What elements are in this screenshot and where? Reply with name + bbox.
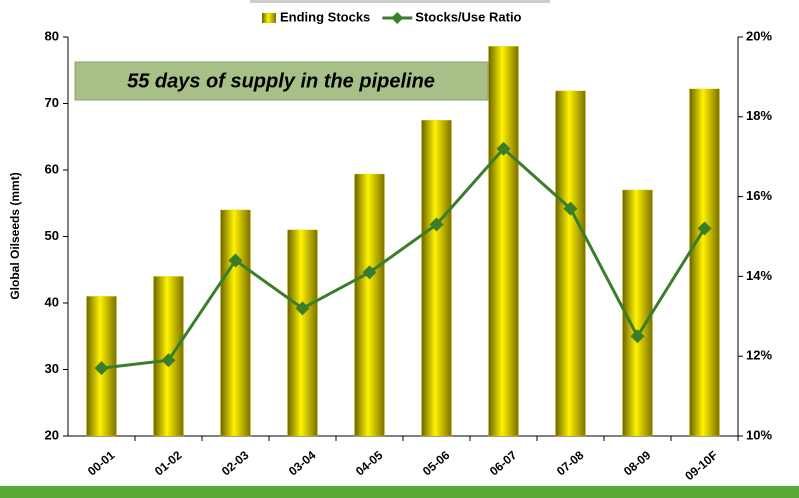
line-marker	[94, 361, 109, 376]
y-tick-label: 70	[45, 95, 59, 110]
bar	[354, 173, 385, 437]
bar	[555, 90, 586, 437]
x-tick-label: 03-04	[286, 448, 319, 479]
bar	[488, 46, 519, 437]
y-tick-label: 60	[45, 161, 59, 176]
y-tick-label: 20	[45, 427, 59, 442]
top-rule	[250, 0, 550, 3]
annotation-box	[74, 61, 489, 101]
line-marker	[295, 301, 310, 316]
legend-swatch	[262, 13, 276, 23]
y-axis-label: Global Oilseeds (mmt)	[8, 172, 22, 299]
x-tick-label: 09-10F	[682, 448, 720, 483]
y-tick-label: 40	[45, 294, 59, 309]
footer-bar	[0, 486, 799, 498]
x-tick-label: 05-06	[420, 448, 453, 479]
line-marker	[563, 201, 578, 216]
x-tick-label: 01-02	[152, 448, 185, 479]
line-marker	[630, 329, 645, 344]
legend-label: Stocks/Use Ratio	[415, 9, 521, 24]
bar	[421, 119, 452, 437]
legend-swatch	[391, 12, 404, 24]
bar	[622, 189, 653, 437]
line-marker	[496, 141, 511, 156]
line-marker	[429, 217, 444, 232]
annotation: 55 days of supply in the pipeline	[127, 70, 435, 92]
x-tick-label: 04-05	[353, 448, 386, 479]
line-marker	[228, 253, 243, 268]
x-tick-label: 08-09	[621, 448, 654, 479]
y-tick-label: 30	[45, 361, 59, 376]
line	[101, 146, 706, 370]
y2-tick-label: 16%	[746, 188, 772, 203]
x-tick-label: 00-01	[85, 448, 118, 479]
y-tick-label: 50	[45, 228, 59, 243]
y2-tick-label: 20%	[746, 28, 772, 43]
y2-tick-label: 12%	[746, 348, 772, 363]
line-marker	[697, 221, 712, 236]
bar	[287, 229, 318, 437]
x-tick-label: 06-07	[487, 448, 520, 479]
legend-label: Ending Stocks	[280, 9, 370, 24]
y2-tick-label: 14%	[746, 268, 772, 283]
y2-tick-label: 10%	[746, 427, 772, 442]
bar	[689, 88, 720, 437]
y2-tick-label: 18%	[746, 108, 772, 123]
y-tick-label: 80	[45, 28, 59, 43]
bar	[220, 209, 251, 437]
x-tick-label: 07-08	[554, 448, 587, 479]
line-marker	[161, 353, 176, 368]
line-marker	[362, 265, 377, 280]
x-tick-label: 02-03	[219, 448, 252, 479]
